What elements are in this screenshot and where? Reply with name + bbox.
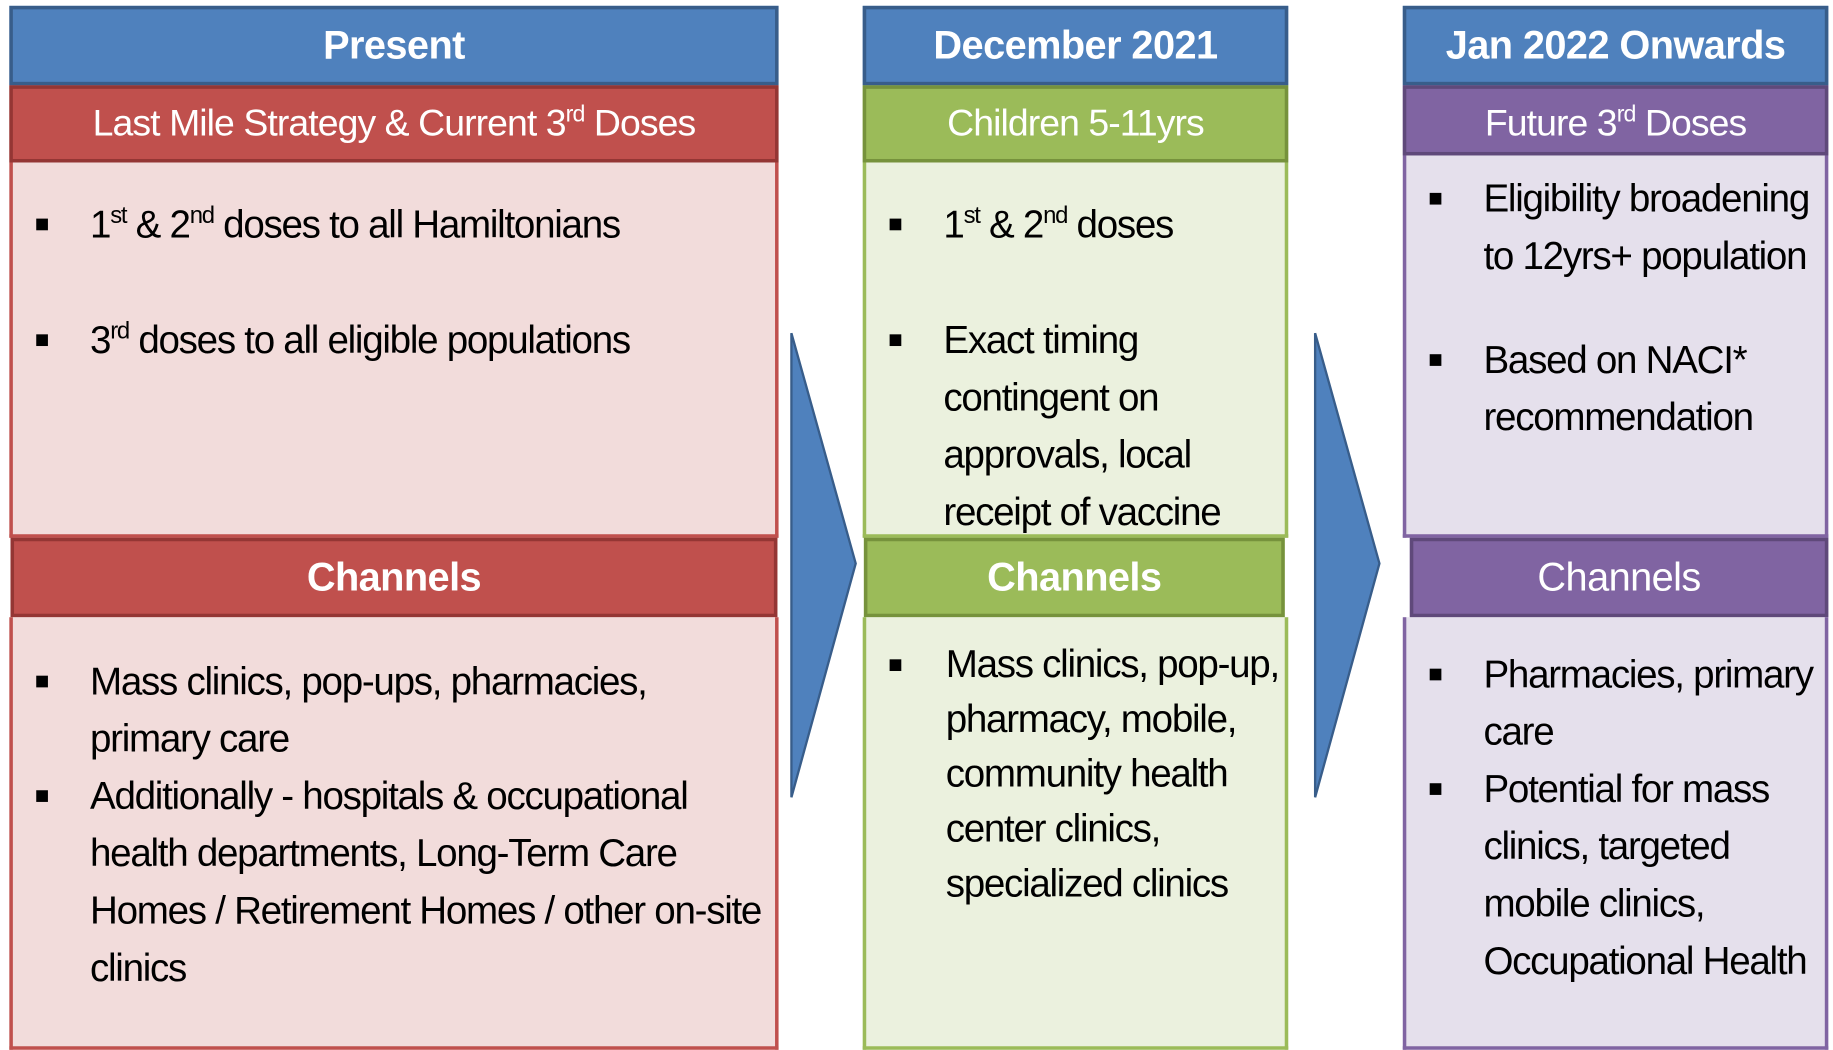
bullet-item: 3rd doses to all eligible populations [13,311,775,368]
text-run: doses [1067,202,1175,246]
channels-body: Mass clinics, pop-up, pharmacy, mobile, … [862,617,1289,1050]
superscript: nd [1043,201,1068,229]
channels-header: Channels [1409,537,1829,618]
text-run: Last Mile Strategy & Current 3 [92,101,567,144]
column-header: Present [9,5,779,86]
bullet-item: Mass clinics, pop-ups, pharmacies, prima… [13,652,775,767]
channels-header: Channels [863,537,1285,618]
text-run: 1 [90,202,111,246]
bullet-item: Pharmacies, primary care [1406,645,1825,760]
superscript: rd [1616,101,1637,128]
text-run: doses to all eligible populations [128,317,631,362]
text-run: Future 3 [1484,101,1618,144]
text-run: & 2 [126,202,191,246]
text-run: Based on NACI* recommendation [1483,337,1754,439]
bullet-item: Eligibility broadening to 12yrs+ populat… [1406,170,1825,285]
bullet-item: 1st & 2nd doses to all Hamiltonians [13,195,775,252]
channels-header: Channels [10,537,778,618]
text-run: 1 [943,202,964,246]
text-run: Exact timing contingent on approvals, lo… [943,317,1221,534]
bullet-item: 1st & 2nd doses [866,195,1285,252]
bullet-item: Additionally - hospitals & occupational … [13,767,775,996]
superscript: st [963,201,981,229]
superscript: rd [565,101,586,128]
arrow [1313,332,1381,798]
column-subheader: Future 3rd Doses [1402,85,1829,156]
text-run: Mass clinics, pop-up, pharmacy, mobile, … [945,641,1280,905]
bullet-list: Pharmacies, primary care Potential for ma… [1406,645,1825,989]
bullet-item: Exact timing contingent on approvals, lo… [866,311,1285,540]
arrow [790,332,857,798]
column-body: 1st & 2nd doses Exact timing contingent o… [862,162,1289,540]
bullet-list: 1st & 2nd doses Exact timing contingent o… [866,195,1285,540]
column-header: Jan 2022 Onwards [1402,5,1829,86]
text-run: Children 5-11yrs [947,101,1205,144]
superscript: rd [110,317,130,345]
bullet-list: Eligibility broadening to 12yrs+ populat… [1406,170,1825,446]
text-run: Eligibility broadening to 12yrs+ populat… [1483,176,1810,278]
bullet-list: Mass clinics, pop-ups, pharmacies, prima… [13,652,775,996]
bullet-list: Mass clinics, pop-up, pharmacy, mobile, … [866,636,1285,911]
channels-body: Mass clinics, pop-ups, pharmacies, prima… [9,617,779,1050]
column-body: Eligibility broadening to 12yrs+ populat… [1402,155,1829,538]
text-run: Doses [1635,101,1747,144]
superscript: nd [189,201,215,229]
bullet-item: Based on NACI* recommendation [1406,331,1825,446]
text-run: Potential for mass clinics, targeted mob… [1483,766,1807,982]
text-run: & 2 [979,202,1044,246]
channels-body: Pharmacies, primary care Potential for ma… [1402,617,1829,1050]
text-run: Doses [584,101,696,144]
bullet-item: Mass clinics, pop-up, pharmacy, mobile, … [866,636,1285,911]
column-header: December 2021 [862,5,1289,86]
text-run: Pharmacies, primary care [1483,652,1814,753]
bullet-list: 1st & 2nd doses to all Hamiltonians 3rd d… [13,195,775,368]
superscript: st [110,201,127,229]
column-subheader: Children 5-11yrs [862,85,1289,163]
bullet-item: Potential for mass clinics, targeted mob… [1406,760,1825,989]
column-body: 1st & 2nd doses to all Hamiltonians 3rd d… [9,162,779,538]
text-run: 3 [90,317,111,362]
text-run: doses to all Hamiltonians [213,202,621,246]
text-run: Additionally - hospitals & occupational … [90,773,762,989]
text-run: Mass clinics, pop-ups, pharmacies, prima… [90,659,648,760]
column-subheader: Last Mile Strategy & Current 3rd Doses [9,85,779,163]
